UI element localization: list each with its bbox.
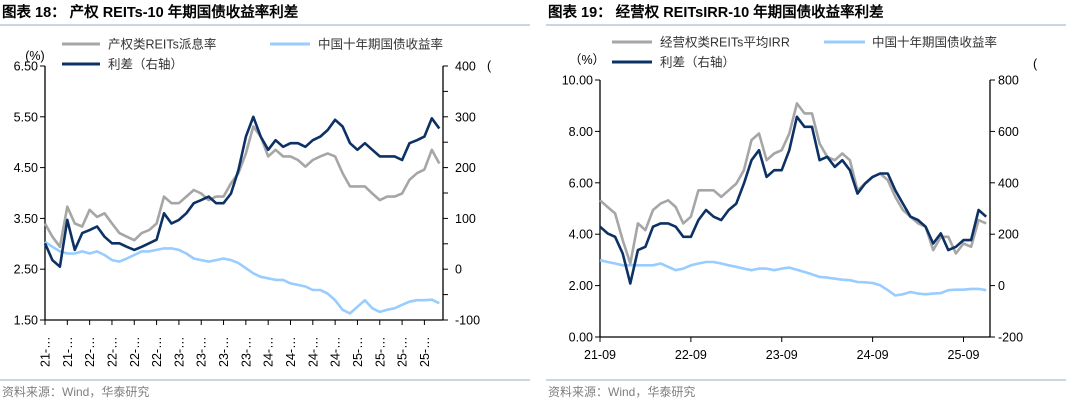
right-tick-label: 300 <box>455 110 476 124</box>
right-unit-label: ( <box>487 59 492 73</box>
x-tick-label: 22-09 <box>675 348 707 362</box>
x-tick-label: 22-… <box>83 336 97 367</box>
left-tick-label: 10.00 <box>562 74 593 88</box>
x-tick-label: 22-… <box>105 336 119 367</box>
x-tick-label: 25-… <box>373 336 387 367</box>
right-tick-label: 800 <box>998 74 1019 88</box>
x-tick-label: 21-… <box>61 336 75 367</box>
x-tick-label: 24-… <box>284 336 298 367</box>
chart-title: 图表 18： 产权 REITs-10 年期国债收益率利差 <box>2 3 298 21</box>
legend-label: 经营权类REITs平均IRR <box>660 35 790 50</box>
left-tick-label: 5.50 <box>14 110 38 124</box>
legend-label: 中国十年期国债收益率 <box>872 35 997 50</box>
x-tick-label: 23-… <box>172 336 186 367</box>
right-tick-label: -100 <box>455 314 480 328</box>
series-line-1 <box>44 240 440 315</box>
x-tick-label: 21-09 <box>584 348 616 362</box>
right-tick-label: 200 <box>455 161 476 175</box>
x-tick-label: 21-… <box>39 336 53 367</box>
x-tick-label: 24-… <box>262 336 276 367</box>
left-tick-label: 6.50 <box>14 60 38 74</box>
left-tick-label: 6.00 <box>569 176 593 190</box>
chart-title: 图表 19： 经营权 REITsIRR-10 年期国债收益率利差 <box>548 3 884 21</box>
left-tick-label: 0.00 <box>569 331 593 345</box>
chart-18: 图表 18： 产权 REITs-10 年期国债收益率利差资料来源：Wind，华泰… <box>0 3 530 399</box>
x-tick-label: 24-… <box>306 336 320 367</box>
source-note: 资料来源：Wind，华泰研究 <box>2 384 149 399</box>
x-tick-label: 24-09 <box>857 348 889 362</box>
right-tick-label: 200 <box>998 228 1019 242</box>
left-tick-label: 2.00 <box>569 279 593 293</box>
left-tick-label: 4.50 <box>14 161 38 175</box>
series-line-2 <box>43 115 441 268</box>
left-tick-label: 1.50 <box>14 314 38 328</box>
x-tick-label: 23-09 <box>766 348 798 362</box>
legend-label: 中国十年期国债收益率 <box>318 37 443 52</box>
series-line-0 <box>599 102 987 265</box>
chart-19: 图表 19： 经营权 REITsIRR-10 年期国债收益率利差资料来源：Win… <box>546 3 1066 399</box>
right-tick-label: 0 <box>455 263 462 277</box>
right-tick-label: 0 <box>998 279 1005 293</box>
right-tick-label: 600 <box>998 125 1019 139</box>
left-unit-label: （%） <box>569 53 605 67</box>
legend-label: 利差（右轴） <box>660 55 735 70</box>
right-tick-label: 400 <box>455 60 476 74</box>
legend-label: 利差（右轴） <box>108 57 183 72</box>
left-tick-label: 4.00 <box>569 228 593 242</box>
left-unit-label: (%) <box>25 49 44 63</box>
right-tick-label: 400 <box>998 176 1019 190</box>
left-tick-label: 3.50 <box>14 212 38 226</box>
x-tick-label: 22-… <box>150 336 164 367</box>
left-tick-label: 8.00 <box>569 125 593 139</box>
x-tick-label: 25-09 <box>948 348 980 362</box>
series-line-2 <box>599 115 988 285</box>
x-tick-label: 23-… <box>217 336 231 367</box>
series-line-0 <box>43 125 441 249</box>
right-tick-label: 100 <box>455 212 476 226</box>
x-tick-label: 23-… <box>239 336 253 367</box>
x-tick-label: 25-… <box>351 336 365 367</box>
source-note: 资料来源：Wind，华泰研究 <box>548 384 695 399</box>
x-tick-label: 24-… <box>329 336 343 367</box>
right-unit-label: ( <box>1033 57 1038 71</box>
right-tick-label: -200 <box>998 331 1023 345</box>
left-tick-label: 2.50 <box>14 263 38 277</box>
x-tick-label: 25-… <box>396 336 410 367</box>
x-tick-label: 25-… <box>418 336 432 367</box>
legend-label: 产权类REITs派息率 <box>108 37 216 52</box>
x-tick-label: 23-… <box>195 336 209 367</box>
x-tick-label: 22-… <box>128 336 142 367</box>
series-line-1 <box>599 258 987 297</box>
